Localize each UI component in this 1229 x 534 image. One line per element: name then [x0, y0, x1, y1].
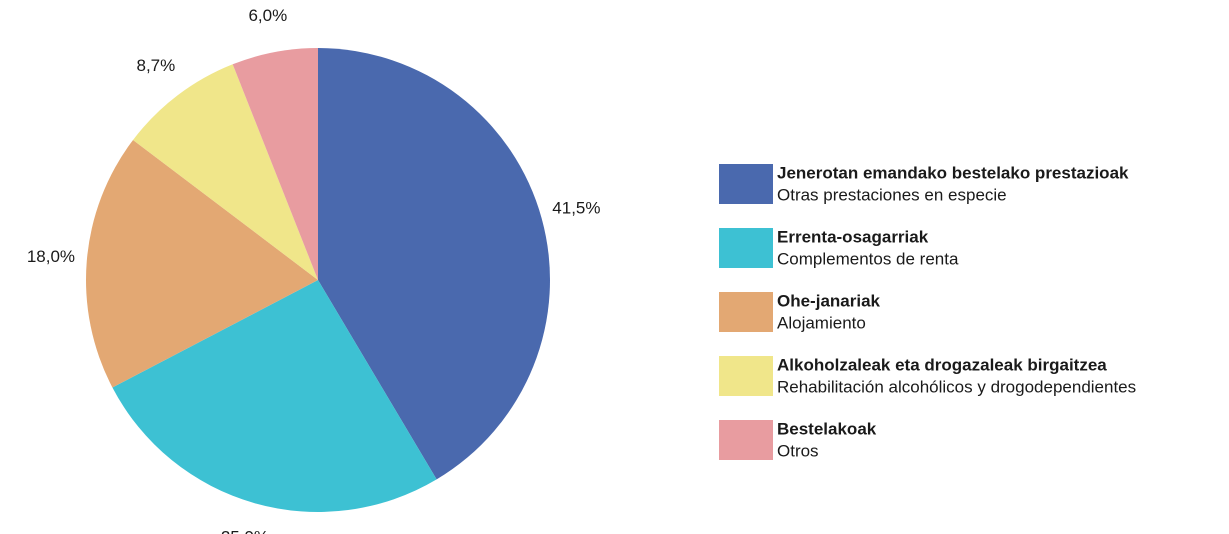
legend-label: Jenerotan emandako bestelako prestazioak	[777, 163, 1129, 182]
legend-swatch	[719, 228, 773, 268]
slice-label: 8,7%	[137, 56, 176, 75]
slice-label: 25,9%	[221, 527, 269, 534]
slice-label: 6,0%	[248, 6, 287, 25]
legend-sublabel: Complementos de renta	[777, 249, 959, 268]
pie-slice	[232, 48, 318, 280]
pie-slice	[85, 139, 318, 388]
legend-sublabel: Otras prestaciones en especie	[777, 185, 1007, 204]
slice-label: 41,5%	[552, 198, 600, 217]
legend-swatch	[719, 356, 773, 396]
pie-slice	[112, 280, 437, 513]
legend-sublabel: Alojamiento	[777, 313, 866, 332]
legend-label: Bestelakoak	[777, 419, 877, 438]
legend-label: Errenta-osagarriak	[777, 227, 929, 246]
legend-sublabel: Otros	[777, 441, 819, 460]
legend-swatch	[719, 292, 773, 332]
legend-sublabel: Rehabilitación alcohólicos y drogodepend…	[777, 377, 1136, 396]
legend-swatch	[719, 420, 773, 460]
legend-label: Ohe-janariak	[777, 291, 881, 310]
pie-slice	[318, 48, 551, 480]
legend-swatch	[719, 164, 773, 204]
slice-label: 18,0%	[27, 247, 75, 266]
pie-slice	[133, 64, 318, 280]
legend-label: Alkoholzaleak eta drogazaleak birgaitzea	[777, 355, 1107, 374]
